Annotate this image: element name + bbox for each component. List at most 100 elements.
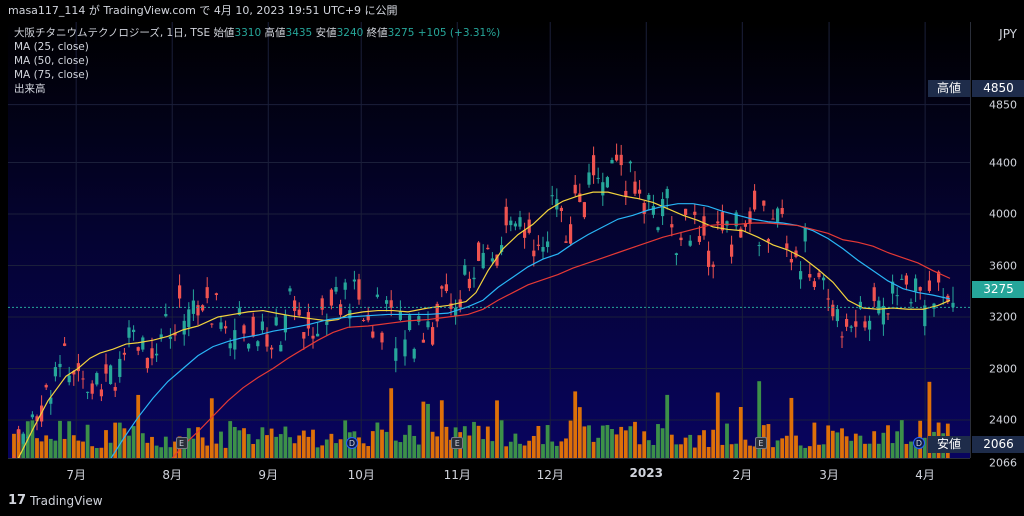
candle-body <box>559 207 563 211</box>
candle-body <box>288 288 292 292</box>
earnings-marker[interactable]: E <box>754 437 767 449</box>
price-axis[interactable]: JPY 2066 2400 2800 3200 3600 4000 4400 4850 327… <box>970 22 1024 470</box>
tradingview-logo[interactable]: 17 TradingView <box>8 486 103 516</box>
candle-body <box>633 181 637 194</box>
candle-body <box>444 284 448 292</box>
candle-body <box>283 314 287 333</box>
volume-bar <box>725 423 729 458</box>
candle-body <box>182 320 186 335</box>
volume-bar <box>214 443 219 458</box>
volume-bar <box>853 433 858 458</box>
candle-body <box>472 277 476 280</box>
volume-bar <box>85 424 90 458</box>
candle-body <box>408 315 412 331</box>
candle-body <box>891 281 895 294</box>
volume-bar <box>163 436 168 458</box>
volume-bar <box>683 437 688 458</box>
volume-bar <box>660 428 665 458</box>
candle-body <box>904 275 908 285</box>
candle-body <box>716 221 720 224</box>
volume-bar <box>53 440 58 458</box>
volume-bar <box>826 425 831 458</box>
dividend-marker[interactable]: D <box>912 437 925 449</box>
legend-ma50: MA (50, close) <box>14 55 89 67</box>
candle-body <box>766 239 770 242</box>
candle-body <box>661 199 665 217</box>
candle-body <box>918 287 922 291</box>
candle-body <box>435 303 439 322</box>
candle-body <box>845 319 849 327</box>
volume-bar <box>131 426 136 458</box>
volume-bar <box>913 446 918 458</box>
price-pane[interactable]: 大阪チタニウムテクノロジーズ, 1日, TSE 始値3310 高値3435 安値… <box>8 22 970 458</box>
candle-body <box>739 228 743 238</box>
volume-bar <box>927 381 932 458</box>
volume-bar <box>697 435 702 458</box>
candle-body <box>178 285 182 299</box>
candle-body <box>803 227 807 242</box>
volume-bar <box>784 435 789 458</box>
volume-bar <box>886 425 890 458</box>
earnings-marker[interactable]: E <box>451 437 464 449</box>
candle-body <box>592 155 596 176</box>
candle-body <box>26 436 30 438</box>
candle-body <box>362 320 366 322</box>
candle-body <box>771 218 775 220</box>
candle-body <box>725 221 729 226</box>
last-candle-body <box>951 302 955 308</box>
volume-bar <box>200 437 205 458</box>
volume-bar <box>393 440 398 458</box>
volume-bars <box>12 381 950 458</box>
candle-body <box>247 343 251 349</box>
time-axis[interactable]: 7月 8月 9月 10月 11月 12月 2023 2月 3月 4月 <box>8 458 970 487</box>
volume-bar <box>476 425 481 458</box>
volume-bar <box>499 420 504 458</box>
candle-body <box>306 312 310 329</box>
candle-body <box>187 309 191 328</box>
candle-body <box>72 371 76 375</box>
brand-label: TradingView <box>30 494 103 508</box>
candle-body <box>385 300 389 304</box>
candle-body <box>817 272 821 278</box>
candlestick-chart <box>8 22 970 458</box>
candle-body <box>449 303 453 309</box>
volume-bar <box>577 407 582 458</box>
footer: 17 TradingView <box>0 486 1024 516</box>
volume-bar <box>361 443 366 458</box>
candle-body <box>398 311 402 320</box>
candle-body <box>95 373 99 385</box>
candle-body <box>270 347 274 350</box>
volume-bar <box>472 421 476 458</box>
candle-body <box>205 287 209 299</box>
volume-bar <box>58 420 62 458</box>
volume-bar <box>104 430 108 458</box>
candle-body <box>513 223 517 227</box>
volume-bar <box>246 434 251 458</box>
candle-body <box>743 223 747 227</box>
volume-bar <box>794 435 798 458</box>
candle-body <box>58 363 62 368</box>
candle-body <box>762 200 766 206</box>
time-tick-label: 11月 <box>443 468 471 482</box>
moving-averages <box>17 191 951 458</box>
candle-body <box>17 429 21 434</box>
earnings-marker[interactable]: E <box>175 437 188 449</box>
candle-body <box>486 247 490 250</box>
time-tick-label: 4月 <box>915 468 935 482</box>
candle-body <box>523 230 527 238</box>
candle-body <box>320 298 324 310</box>
volume-bar <box>288 437 292 458</box>
volume-bar <box>623 430 628 458</box>
candle-body <box>822 277 826 281</box>
candle-body <box>352 279 356 282</box>
candle-body <box>90 383 94 394</box>
volume-bar <box>904 443 909 458</box>
volume-bar <box>320 445 325 458</box>
volume-bar <box>430 431 435 458</box>
volume-bar <box>439 400 444 458</box>
dividend-marker[interactable]: D <box>345 437 358 449</box>
volume-bar <box>196 427 200 458</box>
candle-body <box>504 206 508 226</box>
publish-header: masa117_114 が TradingView.com で 4月 10, 2… <box>0 0 1024 22</box>
volume-bar <box>338 439 343 458</box>
